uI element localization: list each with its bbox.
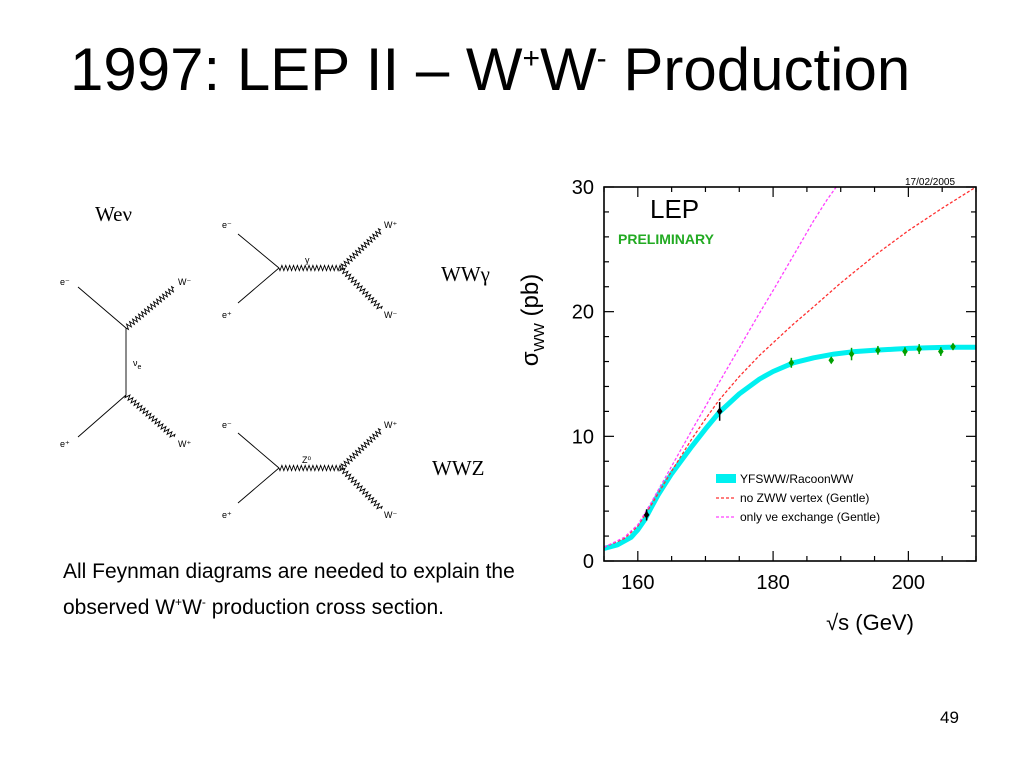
x-axis-label: √s (GeV) (826, 610, 914, 635)
wenu-label: Weν (95, 202, 132, 226)
x-tick-label-200: 200 (892, 572, 925, 594)
title-sup-plus: + (522, 42, 541, 75)
axis-ticks: 160 180 200 0 10 20 30 (572, 177, 977, 594)
series-no-zww-line (604, 187, 976, 548)
wwz-label: WWZ (432, 456, 485, 480)
data-point-1 (716, 407, 723, 416)
plot-area (604, 187, 976, 551)
t-w-minus-label: W⁻ (178, 277, 191, 287)
t-e-minus-label: e⁻ (60, 277, 70, 287)
g-e-plus-label: e⁺ (222, 310, 232, 320)
gamma-wavy-line (278, 264, 342, 272)
x-tick-label-160: 160 (621, 572, 654, 594)
wwgamma-label: WWγ (441, 262, 490, 286)
page-number: 49 (940, 708, 959, 727)
s-channel-z-diagram: e⁻ e⁺ W⁺ W⁻ Z⁰ (222, 420, 397, 520)
caption-mid: W (182, 596, 202, 619)
wwg-w-minus-wavy-line (338, 267, 384, 310)
title-prefix: 1997: LEP II – W (70, 36, 523, 103)
data-point-6 (902, 347, 908, 356)
data-point-9 (950, 342, 956, 351)
chart-title: LEP (650, 194, 699, 224)
wwz-w-minus-wavy-line (338, 467, 384, 510)
series-band-line (604, 344, 976, 551)
t-neutrino-label: νe (133, 358, 142, 371)
chart-legend: YFSWW/RacoonWW no ZWW vertex (Gentle) on… (716, 472, 880, 524)
data-point-0 (643, 510, 650, 519)
slide-title: 1997: LEP II – W+W- Production (70, 40, 910, 100)
z-w-minus-label: W⁻ (384, 510, 397, 520)
data-point-8 (938, 347, 944, 356)
t-w-plus-label: W⁺ (178, 439, 191, 449)
x-tick-label-180: 180 (756, 572, 789, 594)
z-wavy-line (278, 464, 342, 472)
legend-only-nu-label: only νe exchange (Gentle) (740, 510, 880, 524)
data-point-3 (828, 356, 835, 365)
t-e-plus-label: e⁺ (60, 439, 70, 449)
title-mid: W (540, 36, 597, 103)
legend-band-label: YFSWW/RacoonWW (740, 472, 854, 486)
z-w-plus-label: W⁺ (384, 420, 397, 430)
data-point-7 (916, 345, 922, 354)
w-plus-wavy-line (124, 394, 176, 438)
z-e-plus-label: e⁺ (222, 510, 232, 520)
y-tick-label-30: 30 (572, 177, 594, 199)
y-tick-label-0: 0 (583, 551, 594, 573)
title-suffix: Production (606, 36, 911, 103)
data-point-5 (875, 346, 881, 355)
feynman-diagrams: e⁻ e⁺ W⁻ W⁺ νe e⁻ e⁺ W⁺ W⁻ γ e⁻ e⁺ W⁺ W⁻… (60, 220, 397, 520)
legend-band-swatch (716, 474, 736, 483)
caption-part1: All Feynman diagrams are needed to expla… (63, 560, 515, 619)
g-w-plus-label: W⁺ (384, 220, 397, 230)
t-channel-diagram: e⁻ e⁺ W⁻ W⁺ νe (60, 277, 191, 449)
chart-subtitle: PRELIMINARY (618, 231, 715, 247)
wwg-w-plus-wavy-line (340, 227, 382, 271)
wwz-w-plus-wavy-line (340, 427, 382, 471)
g-w-minus-label: W⁻ (384, 310, 397, 320)
caption-sup-minus: - (201, 595, 206, 609)
chart-date: 17/02/2005 (905, 177, 955, 188)
title-sup-minus: - (596, 42, 607, 75)
caption-part2: production cross section. (205, 596, 445, 619)
z-e-minus-label: e⁻ (222, 420, 232, 430)
y-tick-label-10: 10 (572, 426, 594, 448)
data-point-2 (788, 358, 795, 367)
plot-frame (603, 186, 977, 562)
y-axis-label: σWW (pb) (517, 274, 548, 367)
caption-sup-plus: + (175, 595, 183, 609)
g-e-minus-label: e⁻ (222, 220, 232, 230)
cross-section-chart: 160 180 200 0 10 20 30 17/02/2005 LEP PRELIMIN… (517, 177, 977, 635)
y-tick-label-20: 20 (572, 302, 594, 324)
legend-no-zww-label: no ZWW vertex (Gentle) (740, 491, 869, 505)
s-channel-gamma-diagram: e⁻ e⁺ W⁺ W⁻ γ (222, 220, 397, 320)
z-boson-label: Z⁰ (302, 455, 311, 465)
gamma-label: γ (305, 255, 310, 265)
w-minus-wavy-line (125, 285, 175, 331)
data-point-4 (848, 350, 855, 359)
slide-caption: All Feynman diagrams are needed to expla… (63, 556, 523, 623)
